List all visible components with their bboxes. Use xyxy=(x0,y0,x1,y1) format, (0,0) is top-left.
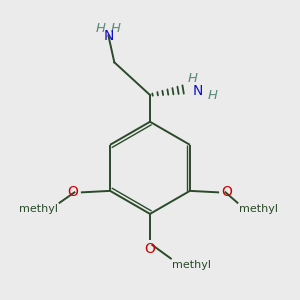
Text: O: O xyxy=(145,242,155,256)
Text: methyl: methyl xyxy=(172,260,211,270)
Text: N: N xyxy=(192,84,203,98)
Text: methyl: methyl xyxy=(19,204,58,214)
Text: H: H xyxy=(111,22,121,34)
Text: H: H xyxy=(207,88,218,101)
Text: methyl: methyl xyxy=(239,204,278,214)
Text: H: H xyxy=(188,72,198,85)
Text: N: N xyxy=(103,28,114,43)
Text: O: O xyxy=(68,185,78,200)
Text: H: H xyxy=(96,22,106,34)
Text: O: O xyxy=(222,185,232,200)
